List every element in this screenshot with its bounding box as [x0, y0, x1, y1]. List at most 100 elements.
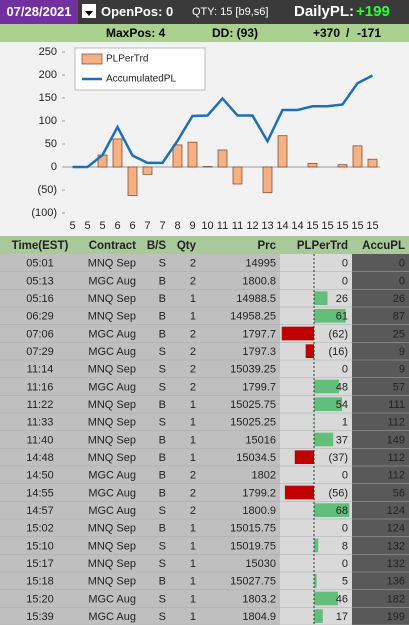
cell: MNQ Sep: [88, 540, 136, 552]
bar: [142, 166, 153, 175]
bar: [112, 138, 123, 168]
cell: 14:57: [26, 505, 54, 517]
cell: 1800.9: [242, 505, 276, 517]
y-tick-label: 100: [39, 115, 57, 127]
cell: MNQ Sep: [88, 258, 136, 270]
x-tick-label: 14: [276, 220, 288, 232]
legend: PLPerTrd AccumulatedPL: [74, 47, 206, 91]
column-header: Qty: [177, 240, 197, 252]
x-tick-label: 11: [232, 220, 243, 232]
accupl-bg: [352, 254, 409, 625]
cell: 1: [190, 611, 196, 623]
cell: MGC Aug: [88, 275, 136, 287]
cell: 2: [190, 505, 196, 517]
x-tick-label: 11: [217, 220, 228, 232]
cell: 11:22: [27, 399, 54, 411]
cell: MGC Aug: [88, 593, 136, 605]
x-tick-label: 15: [336, 220, 348, 232]
cell: 0: [342, 523, 348, 535]
cell: 1800.8: [242, 275, 276, 287]
y-tick-label: (100): [31, 207, 57, 219]
cell: 1: [190, 311, 196, 323]
data-bar: [305, 344, 314, 358]
cell: 112: [387, 470, 405, 482]
cell: 1: [190, 576, 196, 588]
cell: 199: [387, 611, 405, 623]
bar: [337, 164, 348, 168]
cell: 1: [190, 293, 196, 305]
cell: 1: [190, 540, 196, 552]
summary-bar: MaxPos: 4 DD: (93) +370 / -171: [0, 24, 409, 42]
cell: 1803.2: [242, 593, 276, 605]
x-tick-label: 5: [69, 220, 75, 232]
cell: 0: [399, 275, 405, 287]
cell: 2: [190, 346, 196, 358]
bar: [172, 144, 183, 168]
cell: 15039.25: [230, 364, 276, 376]
cell: 48: [336, 381, 348, 393]
cell: 112: [387, 452, 405, 464]
data-bar: [314, 309, 346, 323]
dropdown-button[interactable]: [82, 4, 96, 18]
cell: 0: [342, 258, 348, 270]
cell: 05:16: [26, 293, 54, 305]
y-tick-label: 200: [39, 69, 57, 81]
data-bar: [284, 485, 314, 500]
cell: S: [159, 558, 166, 570]
cell: 132: [387, 558, 405, 570]
cell: 11:40: [27, 434, 54, 446]
loss: -171: [357, 26, 382, 40]
cell: 14958.25: [230, 311, 276, 323]
cell: 26: [336, 293, 348, 305]
cell: 132: [387, 540, 405, 552]
data-bar: [314, 379, 339, 394]
cell: 54: [336, 399, 348, 411]
cell: 1: [190, 523, 196, 535]
cell: S: [159, 381, 166, 393]
cell: 14:48: [26, 452, 54, 464]
cell: (62): [328, 328, 348, 340]
cell: S: [159, 540, 166, 552]
cell: 11:33: [27, 417, 54, 429]
cell: 57: [393, 381, 405, 393]
cell: 14995: [245, 258, 276, 270]
data-bar: [314, 415, 315, 429]
cell: B: [159, 293, 166, 305]
x-tick-label: 15: [306, 220, 318, 232]
x-tick-label: 9: [189, 220, 195, 232]
cell: 0: [342, 364, 348, 376]
cell: MNQ Sep: [88, 434, 136, 446]
x-tick-label: 15: [321, 220, 333, 232]
x-tick-label: 15: [351, 220, 363, 232]
bar: [127, 166, 138, 196]
cell: 112: [387, 417, 405, 429]
cell: 06:29: [26, 311, 54, 323]
cell: MNQ Sep: [88, 364, 136, 376]
date[interactable]: 07/28/2021: [0, 0, 78, 24]
cell: MGC Aug: [88, 328, 136, 340]
bar: [277, 135, 288, 168]
gain: +370: [313, 26, 341, 40]
cell: 124: [387, 523, 405, 535]
cell: S: [159, 593, 166, 605]
cell: 1797.3: [242, 346, 276, 358]
cell: MNQ Sep: [88, 417, 136, 429]
column-header: PLPerTrd: [297, 240, 348, 252]
cell: 15:18: [26, 576, 54, 588]
legend-swatch: [81, 53, 103, 65]
cell: 15034.5: [236, 452, 276, 464]
cell: 111: [388, 399, 405, 411]
cell: MGC Aug: [88, 505, 136, 517]
cell: 9: [399, 364, 405, 376]
x-tick-label: 5: [84, 220, 90, 232]
daily-pl-label: DailyPL:: [294, 3, 355, 20]
cell: 14:55: [26, 487, 54, 499]
cell: 07:06: [26, 328, 54, 340]
cell: MNQ Sep: [88, 452, 136, 464]
data-bar: [314, 291, 328, 305]
cell: S: [159, 346, 166, 358]
cell: 15:39: [26, 611, 54, 623]
cell: 1: [190, 558, 196, 570]
cell: 2: [190, 487, 196, 499]
x-tick-label: 8: [174, 220, 180, 232]
